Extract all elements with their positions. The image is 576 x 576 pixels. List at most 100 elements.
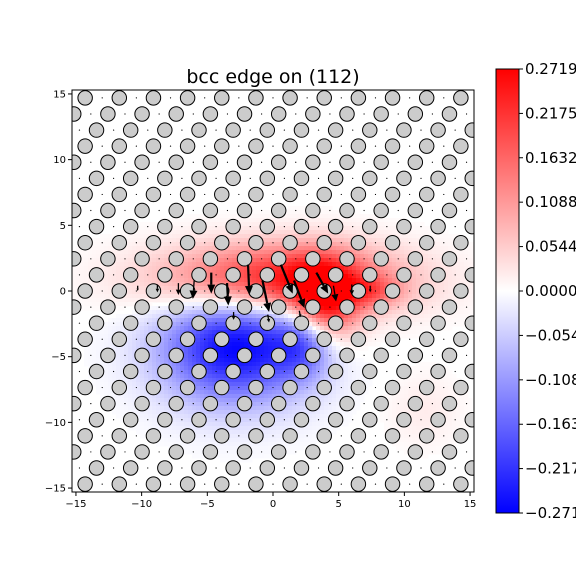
quiver-dot (397, 113, 399, 115)
quiver-dot (181, 129, 183, 131)
quiver-dot (78, 419, 81, 421)
atom (122, 122, 139, 138)
atom (339, 347, 355, 364)
atom (202, 202, 219, 219)
quiver-dot (431, 113, 433, 115)
quiver-dot (454, 129, 456, 131)
quiver-dot (78, 129, 81, 131)
quiver-dot (204, 97, 206, 99)
quiver-dot (363, 258, 365, 260)
quiver-dot (374, 386, 377, 389)
quiver-dot (124, 306, 126, 308)
atom (134, 299, 150, 315)
quiver-dot (113, 129, 115, 131)
quiver-dot (431, 161, 433, 163)
atom (305, 347, 321, 364)
atom (453, 138, 469, 154)
atom (259, 267, 276, 283)
atom (88, 218, 105, 235)
quiver-dot (340, 290, 342, 292)
quiver-dot (443, 193, 445, 196)
quiver-dot (192, 403, 194, 405)
atom (453, 428, 469, 444)
quiver-dot (226, 451, 229, 453)
atom (111, 331, 128, 348)
atom (214, 379, 230, 396)
quiver-dot (431, 403, 433, 405)
atom (145, 476, 162, 492)
atom (259, 122, 276, 138)
quiver-dot (204, 193, 206, 196)
atom (179, 428, 196, 444)
quiver-dot (181, 419, 183, 421)
quiver-dot (340, 338, 342, 340)
quiver-dot (409, 435, 411, 437)
quiver-dot (306, 145, 308, 147)
quiver-dot (386, 226, 388, 228)
atom (293, 122, 310, 138)
atom (305, 251, 321, 267)
atom (135, 58, 149, 72)
atom (134, 106, 150, 122)
atom (77, 138, 93, 154)
quiver-dot (181, 467, 183, 469)
atom (270, 444, 287, 460)
quiver-dot (101, 338, 103, 340)
quiver-dot (215, 274, 217, 276)
quiver-dot (386, 177, 388, 179)
quiver-dot (79, 81, 80, 82)
atom (327, 315, 344, 331)
atom (236, 106, 253, 122)
atom (55, 316, 69, 330)
quiver-dot (227, 500, 228, 501)
atom (476, 493, 490, 507)
quiver-dot (204, 338, 206, 340)
atom (396, 460, 412, 476)
quiver-dot (420, 467, 422, 469)
quiver-dot (329, 403, 331, 405)
quiver-dot (431, 354, 433, 356)
quiver-dot (169, 193, 172, 196)
quiver-dot (465, 161, 468, 163)
quiver-dot (204, 145, 206, 147)
quiver-dot (352, 467, 354, 469)
atom (430, 267, 446, 283)
quiver-dot (147, 81, 148, 82)
atom (418, 379, 435, 396)
atom (77, 186, 93, 203)
quiver-dot (295, 258, 297, 260)
atom (441, 106, 458, 122)
atom (179, 186, 196, 203)
quiver-dot (454, 226, 456, 228)
atom (123, 509, 137, 523)
atom (179, 331, 196, 348)
atom (396, 363, 412, 380)
atom (259, 363, 276, 380)
quiver-dot (90, 354, 92, 356)
quiver-dot (261, 113, 263, 115)
atom (316, 476, 332, 492)
atom (214, 138, 230, 154)
atom (327, 412, 344, 428)
quiver-dot (386, 467, 388, 469)
quiver-dot (340, 97, 342, 99)
atom (236, 299, 253, 315)
atom (442, 58, 456, 72)
atom (214, 331, 230, 348)
quiver-dot (226, 113, 229, 115)
quiver-dot (169, 435, 172, 437)
quiver-dot (192, 161, 194, 163)
atom (236, 395, 253, 412)
atom (111, 379, 128, 396)
quiver-dot (306, 386, 308, 389)
atom (464, 122, 474, 138)
atom (384, 186, 401, 203)
quiver-dot (340, 145, 342, 147)
quiver-dot (90, 161, 92, 163)
atom (464, 170, 474, 187)
quiver-dot (443, 97, 445, 99)
x-axis: −15 −10 −5 0 5 10 15 (65, 492, 476, 510)
quiver-dot (192, 113, 194, 115)
quiver-dot (204, 386, 206, 389)
quiver-dot (113, 467, 115, 469)
